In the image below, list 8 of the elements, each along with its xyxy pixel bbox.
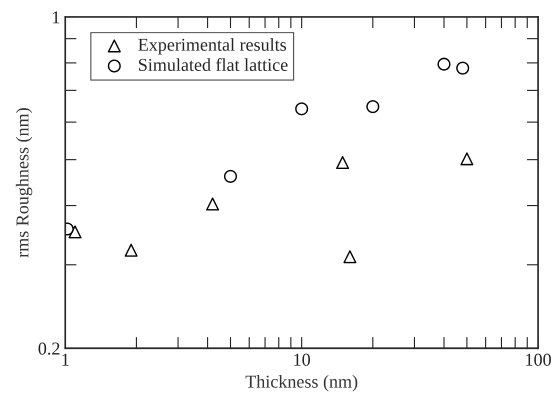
legend-label: Simulated flat lattice [138, 58, 288, 71]
x-tick-label: 100 [526, 354, 551, 366]
legend-label: Experimental results [138, 38, 286, 55]
x-tick-label: 10 [294, 354, 310, 366]
x-tick-label: 1 [62, 354, 69, 366]
x-axis-title: Thickness (nm) [246, 375, 358, 392]
y-tick-label: 0.2 [38, 342, 60, 355]
y-axis-title: rms Roughness (nm) [16, 108, 32, 258]
